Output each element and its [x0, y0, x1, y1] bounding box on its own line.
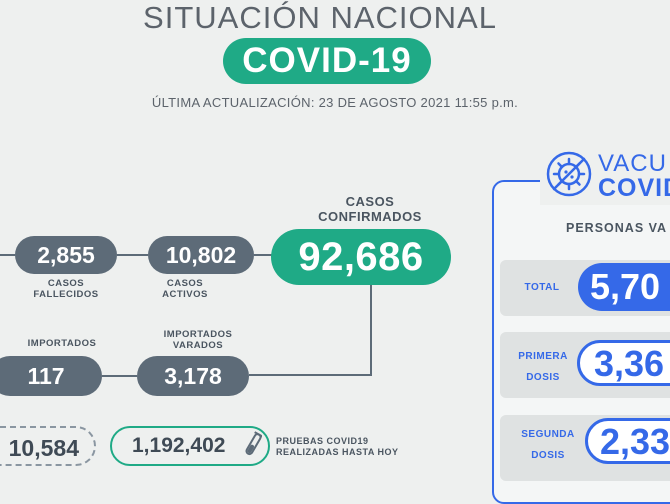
- second-dose-label-line-2: DOSIS: [531, 450, 565, 461]
- vaccine-subtitle: PERSONAS VA: [566, 221, 668, 235]
- imported-count: 117: [0, 356, 102, 396]
- confirmed-label: CASOS CONFIRMADOS: [300, 194, 440, 224]
- first-dose-label-line-1: PRIMERA: [518, 351, 568, 362]
- active-label-line-2: ACTIVOS: [162, 289, 208, 300]
- second-dose-label: SEGUNDA DOSIS: [512, 424, 584, 466]
- first-dose-label-line-2: DOSIS: [526, 372, 560, 383]
- stranded-count: 3,178: [137, 356, 249, 396]
- tests-label: PRUEBAS COVID19 REALIZADAS HASTA HOY: [276, 436, 399, 458]
- last-updated: ÚLTIMA ACTUALIZACIÓN: 23 DE AGOSTO 2021 …: [151, 95, 519, 110]
- connector-line: [254, 254, 272, 256]
- connector-line: [370, 284, 372, 376]
- connector-line: [0, 254, 15, 256]
- confirmed-label-line-1: CASOS: [345, 194, 395, 209]
- stranded-label: IMPORTADOS VARADOS: [155, 329, 241, 351]
- connector-line: [117, 254, 148, 256]
- tests-count: 1,192,402: [110, 426, 270, 466]
- virus-icon: [546, 151, 592, 197]
- active-count: 10,802: [148, 236, 254, 274]
- total-vaccinated: 5,70: [578, 263, 670, 311]
- connector-line: [102, 375, 137, 377]
- first-dose-count: 3,36: [577, 340, 670, 386]
- active-label: CASOS ACTIVOS: [150, 278, 220, 300]
- total-label: TOTAL: [524, 282, 560, 293]
- deaths-label-line-1: CASOS: [47, 278, 85, 289]
- vaccine-title-line-1: VACU: [598, 150, 667, 177]
- test-tube-icon: [245, 431, 262, 456]
- second-dose-count: 2,33: [585, 418, 670, 464]
- other-count: 10,584: [0, 426, 96, 466]
- second-dose-label-line-1: SEGUNDA: [521, 429, 575, 440]
- deaths-label: CASOS FALLECIDOS: [20, 278, 112, 300]
- tests-count-value: 1,192,402: [132, 434, 226, 457]
- stranded-label-line-2: VARADOS: [172, 340, 224, 351]
- deaths-count: 2,855: [15, 236, 117, 274]
- confirmed-count: 92,686: [271, 229, 451, 285]
- connector-line: [249, 374, 372, 376]
- stranded-label-line-1: IMPORTADOS: [163, 329, 233, 340]
- imported-label: IMPORTADOS: [27, 338, 97, 349]
- tests-label-line-1: PRUEBAS COVID19: [276, 436, 369, 446]
- deaths-label-line-2: FALLECIDOS: [33, 289, 99, 300]
- covid-badge: COVID-19: [223, 38, 431, 84]
- vaccine-title-line-2: COVID: [598, 174, 670, 202]
- other-count-value: 10,584: [8, 435, 79, 461]
- page-title: SITUACIÓN NACIONAL: [143, 0, 497, 35]
- tests-label-line-2: REALIZADAS HASTA HOY: [276, 447, 399, 457]
- active-label-line-1: CASOS: [166, 278, 204, 289]
- confirmed-label-line-2: CONFIRMADOS: [318, 209, 422, 224]
- first-dose-label: PRIMERA DOSIS: [510, 346, 576, 388]
